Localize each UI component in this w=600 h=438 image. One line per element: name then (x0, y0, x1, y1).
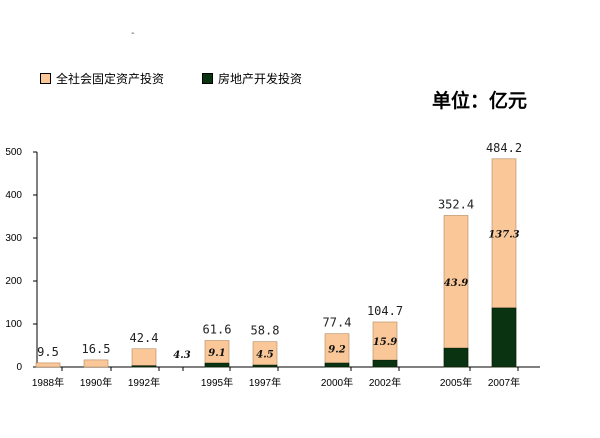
legend-item-total: 全社会固定资产投资 (40, 70, 164, 87)
bar-total (204, 340, 230, 368)
x-tick-label: 2000年 (321, 376, 353, 389)
legend-swatch-total (40, 73, 51, 84)
data-label-total: 77.4 (323, 316, 352, 330)
y-tick-label: 400 (5, 190, 22, 201)
bar-realestate (131, 365, 157, 368)
legend: 全社会固定资产投资 房地产开发投资 (40, 70, 340, 87)
x-tick-label: 1992年 (128, 376, 160, 389)
bar-realestate (324, 362, 350, 368)
data-label-realestate: 137.3 (488, 229, 519, 240)
x-tick-label: 2002年 (369, 376, 401, 389)
x-tick-label: 1997年 (249, 376, 281, 389)
y-tick-label: 500 (5, 147, 22, 158)
bar-total (131, 348, 157, 368)
bar-realestate (372, 359, 398, 368)
y-tick-label: 200 (5, 276, 22, 287)
stray-mark: - (131, 28, 135, 39)
legend-label-realestate: 房地产开发投资 (218, 72, 303, 86)
data-label-realestate: 4.5 (256, 349, 273, 360)
bar-realestate (443, 347, 469, 368)
legend-item-realestate: 房地产开发投资 (202, 70, 302, 87)
x-tick-label: 1990年 (80, 376, 112, 389)
x-tick-label: 1988年 (32, 376, 64, 389)
bar-realestate (252, 364, 278, 368)
data-label-total: 104.7 (367, 304, 403, 318)
data-label-total: 352.4 (438, 197, 474, 211)
x-tick-label: 2007年 (488, 376, 520, 389)
x-tick-label: 2005年 (440, 376, 472, 389)
y-tick-label: 300 (5, 233, 22, 244)
bar-total (83, 359, 109, 368)
data-label-realestate: 15.9 (373, 337, 397, 348)
bar-total (35, 362, 61, 368)
x-tick-label: 1995年 (201, 376, 233, 389)
data-label-total: 484.2 (486, 141, 522, 155)
legend-swatch-realestate (202, 73, 214, 84)
bar-total (324, 333, 350, 368)
y-tick-label: 0 (16, 362, 22, 373)
bar-realestate (491, 307, 517, 368)
data-label-total: 61.6 (203, 323, 232, 337)
data-label-total: 9.5 (37, 345, 59, 359)
data-label-realestate: 43.9 (444, 278, 468, 289)
bar-total (443, 215, 469, 368)
unit-label: 单位：亿元 (432, 90, 528, 112)
bar-total (252, 341, 278, 368)
bar-total (372, 321, 398, 368)
bar-realestate (204, 362, 230, 368)
legend-label-total: 全社会固定资产投资 (56, 72, 165, 86)
data-label-total: 42.4 (130, 331, 159, 345)
data-label-total: 16.5 (82, 342, 111, 356)
data-label-realestate: 9.2 (328, 344, 345, 355)
data-label-realestate: 4.3 (173, 350, 190, 361)
data-label-realestate: 9.1 (208, 348, 225, 359)
y-tick-label: 100 (5, 319, 22, 330)
data-label-total: 58.8 (251, 324, 280, 338)
